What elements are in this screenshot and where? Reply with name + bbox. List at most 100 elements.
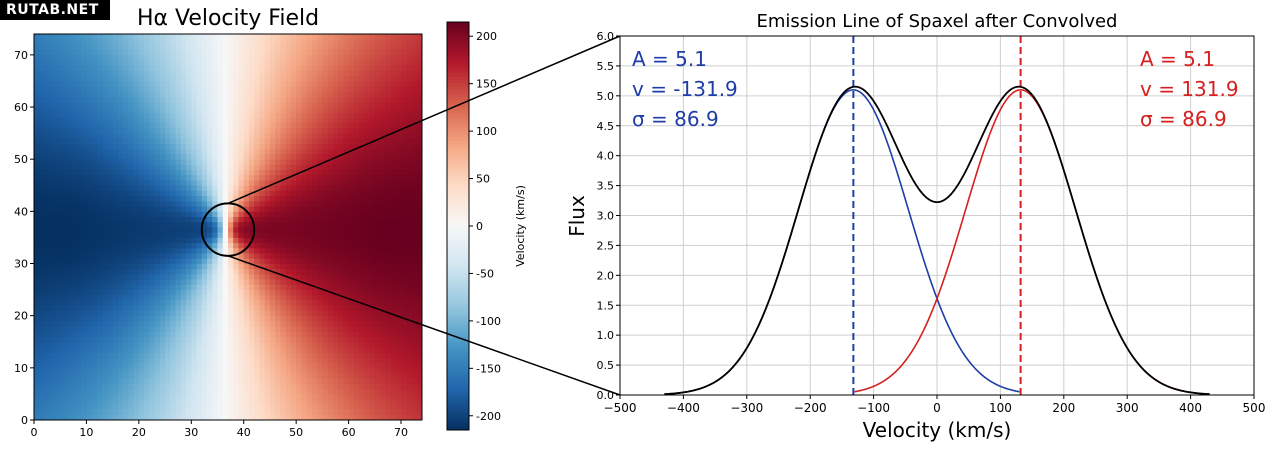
- heatmap-cell: [406, 320, 412, 327]
- heatmap-cell: [285, 247, 292, 254]
- heatmap-cell: [212, 367, 218, 374]
- heatmap-cell: [338, 268, 344, 275]
- heatmap-cell: [86, 80, 93, 87]
- heatmap-cell: [54, 153, 61, 160]
- heatmap-cell: [296, 185, 302, 191]
- heatmap-cell: [296, 253, 302, 259]
- heatmap-cell: [186, 399, 192, 405]
- heatmap-cell: [170, 315, 176, 322]
- heatmap-cell: [311, 268, 318, 275]
- heatmap-cell: [306, 190, 313, 197]
- heatmap-cell: [54, 414, 61, 421]
- heatmap-cell: [34, 346, 40, 353]
- heatmap-cell: [70, 96, 77, 103]
- heatmap-cell: [96, 185, 103, 191]
- heatmap-cell: [311, 153, 318, 160]
- heatmap-cell: [91, 247, 98, 254]
- heatmap-cell: [165, 393, 171, 400]
- heatmap-cell: [390, 211, 397, 217]
- heatmap-cell: [259, 242, 266, 249]
- heatmap-cell: [196, 221, 203, 228]
- heatmap-cell: [170, 148, 176, 155]
- heatmap-cell: [154, 279, 161, 285]
- heatmap-cell: [395, 70, 402, 77]
- heatmap-cell: [196, 133, 203, 139]
- heatmap-cell: [296, 75, 302, 82]
- heatmap-cell: [332, 289, 339, 296]
- heatmap-cell: [128, 75, 135, 82]
- heatmap-cell: [406, 227, 412, 233]
- heatmap-cell: [91, 315, 98, 322]
- heatmap-cell: [107, 315, 114, 322]
- heatmap-cell: [259, 227, 266, 233]
- heatmap-cell: [60, 242, 66, 249]
- heatmap-cell: [138, 164, 145, 171]
- heatmap-cell: [123, 409, 129, 416]
- heatmap-cell: [175, 247, 182, 254]
- heatmap-cell: [285, 378, 292, 384]
- heatmap-cell: [207, 80, 213, 87]
- heatmap-cell: [269, 253, 276, 259]
- heatmap-cell: [385, 195, 391, 202]
- heatmap-cell: [332, 70, 339, 77]
- heatmap-cell: [65, 393, 72, 400]
- heatmap-cell: [327, 315, 334, 322]
- heatmap-cell: [196, 409, 203, 416]
- heatmap-cell: [54, 185, 61, 191]
- heatmap-cell: [86, 399, 93, 405]
- heatmap-cell: [369, 247, 376, 254]
- heatmap-cell: [191, 383, 197, 390]
- heatmap-cell: [196, 305, 203, 311]
- heatmap-cell: [348, 341, 355, 348]
- heatmap-cell: [233, 221, 239, 228]
- heatmap-cell: [159, 107, 166, 113]
- heatmap-cell: [264, 263, 271, 270]
- heatmap-cell: [411, 86, 418, 92]
- heatmap-cell: [191, 174, 197, 181]
- heatmap-cell: [401, 305, 407, 311]
- heatmap-cell: [186, 232, 192, 238]
- heatmap-cell: [233, 247, 239, 254]
- heatmap-cell: [322, 404, 329, 410]
- heatmap-cell: [269, 80, 276, 87]
- heatmap-cell: [348, 409, 355, 416]
- heatmap-cell: [175, 336, 182, 343]
- heatmap-cell: [112, 127, 119, 134]
- heatmap-cell: [359, 336, 365, 343]
- heatmap-cell: [401, 399, 407, 405]
- heatmap-cell: [275, 247, 281, 254]
- heatmap-cell: [60, 206, 66, 212]
- heatmap-cell: [34, 352, 40, 358]
- heatmap-cell: [301, 315, 308, 322]
- heatmap-cell: [128, 315, 135, 322]
- heatmap-cell: [65, 80, 72, 87]
- heatmap-cell: [217, 378, 224, 384]
- heatmap-cell: [144, 174, 150, 181]
- heatmap-cell: [222, 279, 229, 285]
- heatmap-cell: [54, 373, 61, 379]
- heatmap-cell: [374, 180, 381, 186]
- heatmap-cell: [96, 117, 103, 124]
- heatmap-cell: [264, 331, 271, 337]
- heatmap-cell: [395, 399, 402, 405]
- heatmap-cell: [374, 127, 381, 134]
- heatmap-cell: [60, 127, 66, 134]
- heatmap-cell: [327, 247, 334, 254]
- heatmap-cell: [348, 393, 355, 400]
- velocity-field-panel: Hα Velocity Field 0 10 20 30 40 50 60 70 010203…: [14, 6, 423, 439]
- heatmap-cell: [280, 404, 287, 410]
- heatmap-cell: [175, 117, 182, 124]
- heatmap-cell: [401, 414, 407, 421]
- heatmap-cell: [217, 273, 224, 280]
- heatmap-cell: [259, 383, 266, 390]
- heatmap-cell: [128, 346, 135, 353]
- heatmap-cell: [107, 305, 114, 311]
- heatmap-cell: [39, 414, 45, 421]
- heatmap-cell: [49, 86, 56, 92]
- heatmap-cell: [54, 200, 61, 207]
- heatmap-cell: [380, 300, 386, 306]
- heatmap-cell: [411, 388, 418, 395]
- heatmap-cell: [327, 279, 334, 285]
- heatmap-cell: [348, 253, 355, 259]
- heatmap-cell: [75, 352, 82, 358]
